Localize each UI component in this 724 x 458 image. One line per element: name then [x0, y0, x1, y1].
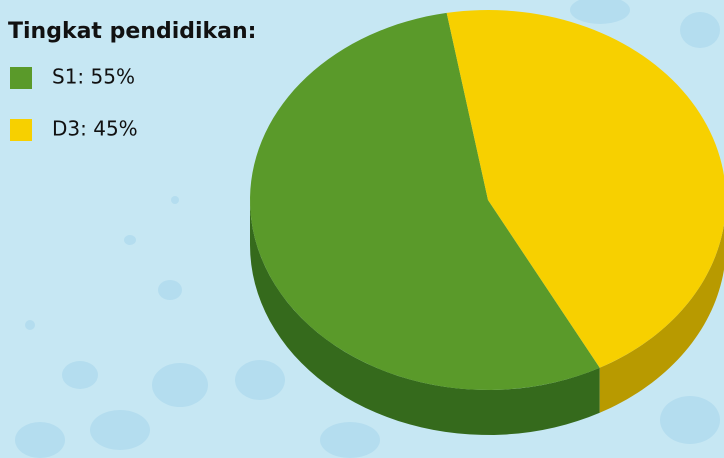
- legend-swatch: [10, 67, 32, 89]
- slice-side: [250, 200, 600, 435]
- chart-title: Tingkat pendidikan:: [8, 19, 256, 44]
- pie-slice: [446, 10, 724, 368]
- legend-label: D3: 45%: [52, 117, 138, 141]
- legend-label: S1: 55%: [52, 65, 135, 89]
- background-blobs: [15, 0, 720, 458]
- slice-side: [599, 224, 724, 413]
- pie-slice: [250, 12, 600, 390]
- legend-swatch: [10, 119, 32, 141]
